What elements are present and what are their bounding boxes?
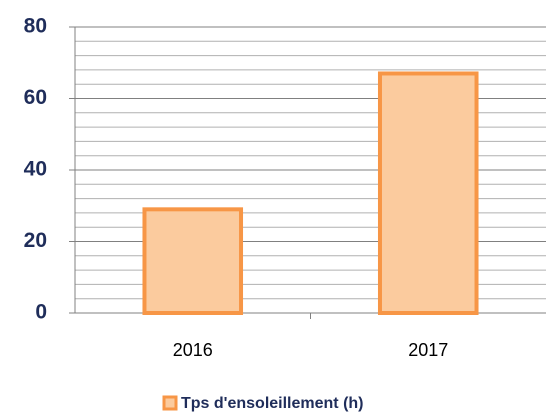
y-tick-label: 60 bbox=[24, 86, 47, 109]
y-tick-label: 40 bbox=[24, 158, 47, 181]
y-tick-label: 0 bbox=[35, 301, 47, 324]
bar bbox=[142, 207, 244, 315]
legend-swatch bbox=[162, 395, 178, 411]
y-tick-label: 80 bbox=[24, 15, 47, 38]
x-tick-label: 2017 bbox=[408, 340, 448, 360]
x-tick-label: 2016 bbox=[173, 340, 213, 360]
y-tick-label: 20 bbox=[24, 229, 47, 252]
bar bbox=[377, 71, 479, 315]
legend-label: Tps d'ensoleillement (h) bbox=[181, 395, 364, 412]
